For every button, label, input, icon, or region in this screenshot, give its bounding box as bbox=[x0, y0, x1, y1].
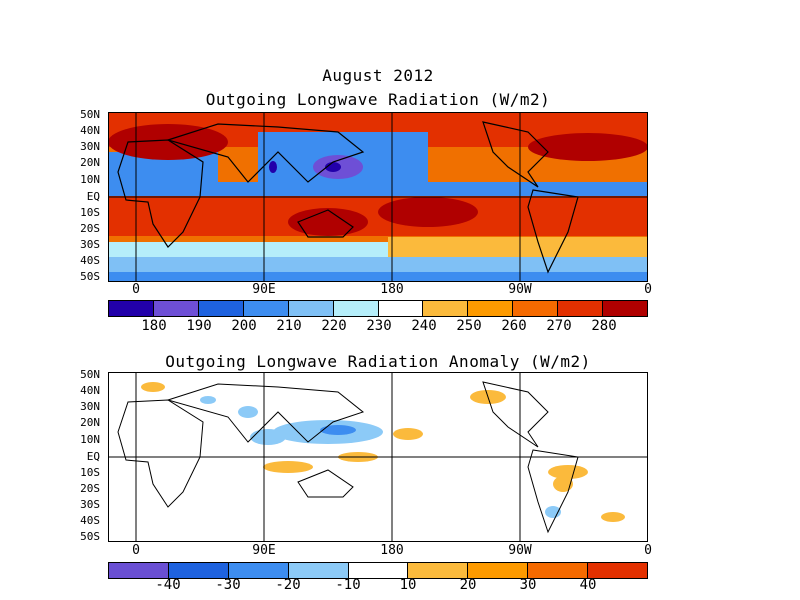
colorbar-label: -10 bbox=[335, 577, 361, 593]
colorbar-label: 260 bbox=[501, 318, 527, 334]
olr-colorbar bbox=[108, 300, 648, 317]
colorbar-swatch bbox=[528, 563, 589, 578]
lat-label: 10N bbox=[80, 433, 100, 446]
lat-label: 20N bbox=[80, 156, 100, 169]
colorbar-label: -20 bbox=[275, 577, 301, 593]
colorbar-label: 200 bbox=[231, 318, 257, 334]
lat-label: 10S bbox=[80, 206, 100, 219]
colorbar-label: 210 bbox=[276, 318, 302, 334]
lat-label: EQ bbox=[86, 450, 100, 463]
lat-label: 40S bbox=[80, 254, 100, 267]
colorbar-swatch bbox=[348, 563, 409, 578]
lat-label: 40N bbox=[80, 124, 100, 137]
colorbar-label: 180 bbox=[141, 318, 167, 334]
olr-anomaly-map bbox=[108, 372, 648, 542]
colorbar-swatch bbox=[558, 301, 604, 316]
colorbar-swatch bbox=[468, 563, 529, 578]
olr-map-graphic bbox=[108, 112, 648, 282]
colorbar-label: 40 bbox=[579, 577, 597, 593]
olr-anomaly-map-graphic bbox=[108, 372, 648, 542]
colorbar-swatch bbox=[153, 301, 199, 316]
lat-label: 30S bbox=[80, 238, 100, 251]
lat-label: 50N bbox=[80, 368, 100, 381]
colorbar-label: 30 bbox=[519, 577, 537, 593]
colorbar-label: 190 bbox=[186, 318, 212, 334]
colorbar-swatch bbox=[423, 301, 469, 316]
colorbar-swatch bbox=[109, 563, 169, 578]
colorbar-label: 240 bbox=[411, 318, 437, 334]
olr-anomaly-map-title: Outgoing Longwave Radiation Anomaly (W/m… bbox=[165, 352, 591, 371]
lat-label: 30S bbox=[80, 498, 100, 511]
lat-label: 20S bbox=[80, 222, 100, 235]
lon-label: 180 bbox=[380, 282, 404, 297]
olr-map bbox=[108, 112, 648, 282]
colorbar-swatch bbox=[333, 301, 379, 316]
lat-label: 50S bbox=[80, 270, 100, 283]
colorbar-swatch bbox=[513, 301, 559, 316]
colorbar-label: 270 bbox=[546, 318, 572, 334]
lat-label: 50S bbox=[80, 530, 100, 543]
colorbar-swatch bbox=[198, 301, 244, 316]
lat-label: 20N bbox=[80, 416, 100, 429]
lon-label: 180 bbox=[380, 543, 404, 558]
lon-label: 0 bbox=[132, 282, 140, 297]
colorbar-label: 280 bbox=[591, 318, 617, 334]
colorbar-label: 220 bbox=[321, 318, 347, 334]
lon-label: 0 bbox=[644, 282, 652, 297]
colorbar-swatch bbox=[378, 301, 424, 316]
lat-label: 10S bbox=[80, 466, 100, 479]
colorbar-swatch bbox=[228, 563, 289, 578]
colorbar-label: -30 bbox=[215, 577, 241, 593]
lat-label: 50N bbox=[80, 108, 100, 121]
olr-map-title: Outgoing Longwave Radiation (W/m2) bbox=[205, 90, 551, 109]
lat-label: 40S bbox=[80, 514, 100, 527]
lat-label: EQ bbox=[86, 190, 100, 203]
colorbar-swatch bbox=[408, 563, 469, 578]
lon-label: 90W bbox=[508, 543, 532, 558]
colorbar-swatch bbox=[168, 563, 229, 578]
lat-label: 30N bbox=[80, 400, 100, 413]
colorbar-label: -40 bbox=[155, 577, 181, 593]
colorbar-swatch bbox=[468, 301, 514, 316]
colorbar-label: 230 bbox=[366, 318, 392, 334]
colorbar-swatch bbox=[588, 563, 648, 578]
lat-label: 40N bbox=[80, 384, 100, 397]
colorbar-swatch bbox=[603, 301, 648, 316]
lat-label: 30N bbox=[80, 140, 100, 153]
lat-label: 10N bbox=[80, 173, 100, 186]
lon-label: 0 bbox=[132, 543, 140, 558]
lon-label: 90E bbox=[252, 543, 276, 558]
lon-label: 90W bbox=[508, 282, 532, 297]
colorbar-label: 20 bbox=[459, 577, 477, 593]
lon-label: 90E bbox=[252, 282, 276, 297]
page-title: August 2012 bbox=[322, 66, 434, 85]
colorbar-swatch bbox=[243, 301, 289, 316]
colorbar-label: 250 bbox=[456, 318, 482, 334]
lon-label: 0 bbox=[644, 543, 652, 558]
olr-anomaly-colorbar bbox=[108, 562, 648, 579]
colorbar-label: 10 bbox=[399, 577, 417, 593]
lat-label: 20S bbox=[80, 482, 100, 495]
colorbar-swatch bbox=[288, 563, 349, 578]
colorbar-swatch bbox=[288, 301, 334, 316]
colorbar-swatch bbox=[109, 301, 154, 316]
